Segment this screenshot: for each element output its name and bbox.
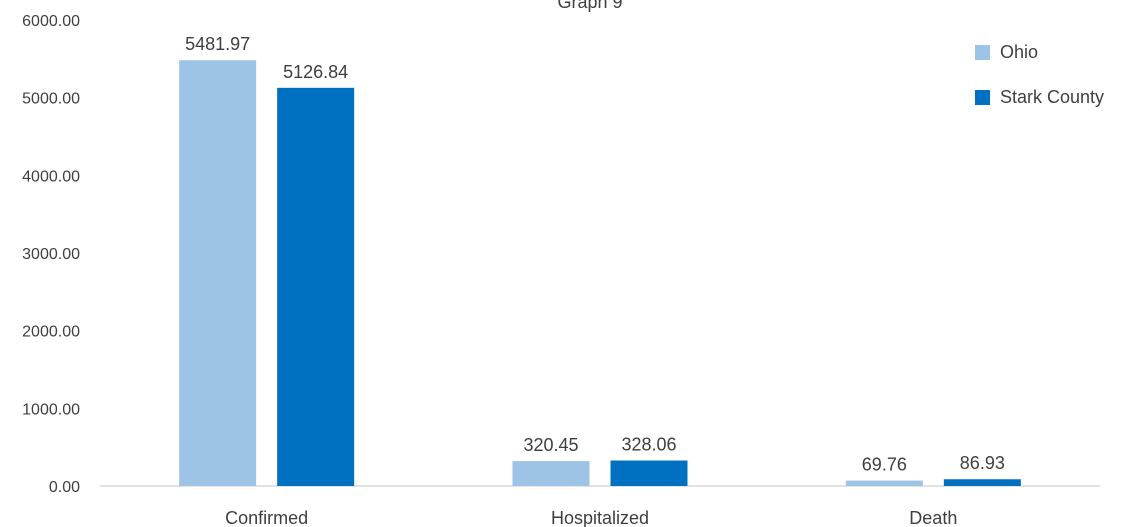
x-category-label: Confirmed bbox=[225, 508, 308, 527]
bar-stark-county bbox=[943, 479, 1021, 486]
data-labels-layer: 5481.97 5126.84 320.45 328.06 69.76 86.93 bbox=[185, 34, 1005, 474]
legend-label: Stark County bbox=[1000, 87, 1104, 107]
bar-stark-county bbox=[610, 460, 688, 486]
y-tick-label: 5000.00 bbox=[22, 91, 80, 108]
legend: Ohio Stark County bbox=[975, 42, 1104, 107]
y-tick-label: 1000.00 bbox=[22, 401, 80, 418]
y-tick-label: 4000.00 bbox=[22, 168, 80, 185]
y-tick-label: 3000.00 bbox=[22, 246, 80, 263]
y-tick-label: 6000.00 bbox=[22, 13, 80, 30]
data-label: 5126.84 bbox=[283, 62, 348, 82]
bar-ohio bbox=[512, 461, 590, 486]
bar-ohio bbox=[179, 60, 257, 486]
axis-layer: 0.00 1000.00 2000.00 3000.00 4000.00 5000.00 6… bbox=[22, 13, 1100, 527]
chart-title: Graph 9 bbox=[557, 0, 622, 12]
legend-swatch bbox=[975, 90, 990, 105]
x-category-label: Death bbox=[909, 508, 957, 527]
data-label: 69.76 bbox=[862, 455, 907, 475]
title-layer: Graph 9 bbox=[557, 0, 622, 12]
data-label: 328.06 bbox=[621, 435, 676, 455]
bar-ohio bbox=[845, 480, 923, 486]
legend-swatch bbox=[975, 45, 990, 60]
x-category-label: Hospitalized bbox=[551, 508, 649, 527]
y-tick-label: 0.00 bbox=[49, 479, 80, 496]
data-label: 86.93 bbox=[960, 453, 1005, 473]
bar-stark-county bbox=[277, 87, 355, 486]
bars-layer bbox=[179, 60, 1021, 486]
data-label: 320.45 bbox=[523, 435, 578, 455]
legend-label: Ohio bbox=[1000, 42, 1038, 62]
data-label: 5481.97 bbox=[185, 34, 250, 54]
y-tick-label: 2000.00 bbox=[22, 324, 80, 341]
